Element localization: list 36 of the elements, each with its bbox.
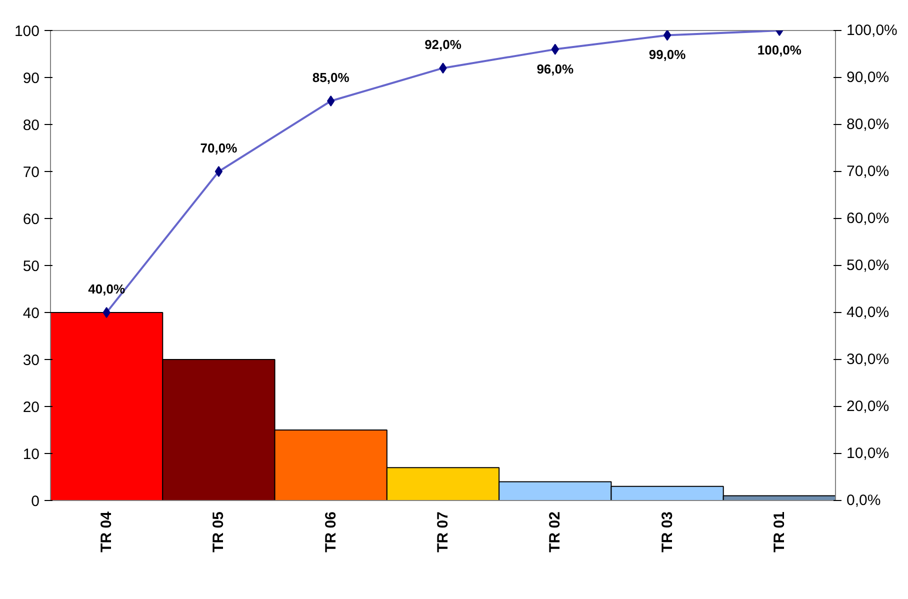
y-tick-label: 40 [22, 305, 40, 322]
data-label: 70,0% [200, 140, 238, 156]
x-tick-label: TR 04 [98, 510, 116, 552]
x-tick-label: TR 03 [658, 511, 676, 552]
y-tick-label: 30 [22, 352, 40, 369]
y-tick-label: 10 [22, 446, 40, 463]
y-tick-label: 60 [22, 211, 40, 228]
y2-tick-label: 80,0% [846, 116, 890, 133]
y2-tick-label: 10,0% [846, 445, 890, 462]
data-label: 99,0% [648, 47, 686, 62]
data-label: 85,0% [312, 70, 350, 85]
y-tick-label: 0 [31, 493, 40, 510]
y-tick-label: 50 [22, 258, 40, 275]
data-label: 100,0% [757, 42, 802, 58]
y-tick-label: 100 [14, 23, 40, 40]
y-tick-label: 80 [22, 117, 40, 134]
x-tick-label: TR 05 [210, 511, 228, 552]
y2-tick-label: 40,0% [846, 304, 890, 321]
y-tick-label: 70 [22, 164, 40, 181]
data-label: 96,0% [536, 61, 574, 76]
x-tick-label: TR 01 [770, 511, 788, 552]
y2-tick-label: 20,0% [846, 398, 890, 415]
y2-tick-label: 100,0% [846, 22, 898, 39]
y-tick-label: 90 [22, 70, 40, 87]
x-tick-label: TR 06 [322, 511, 340, 552]
data-label: 40,0% [88, 282, 126, 296]
y2-tick-label: 0,0% [846, 492, 881, 509]
data-label: 92,0% [424, 37, 462, 52]
y2-tick-label: 50,0% [846, 257, 890, 274]
x-tick-label: TR 02 [546, 511, 564, 552]
y2-tick-label: 60,0% [846, 210, 890, 227]
y-tick-label: 20 [22, 399, 40, 416]
y2-tick-label: 70,0% [846, 163, 890, 180]
y2-tick-label: 30,0% [846, 351, 890, 368]
y2-tick-label: 90,0% [846, 69, 890, 86]
x-tick-label: TR 07 [434, 511, 452, 552]
